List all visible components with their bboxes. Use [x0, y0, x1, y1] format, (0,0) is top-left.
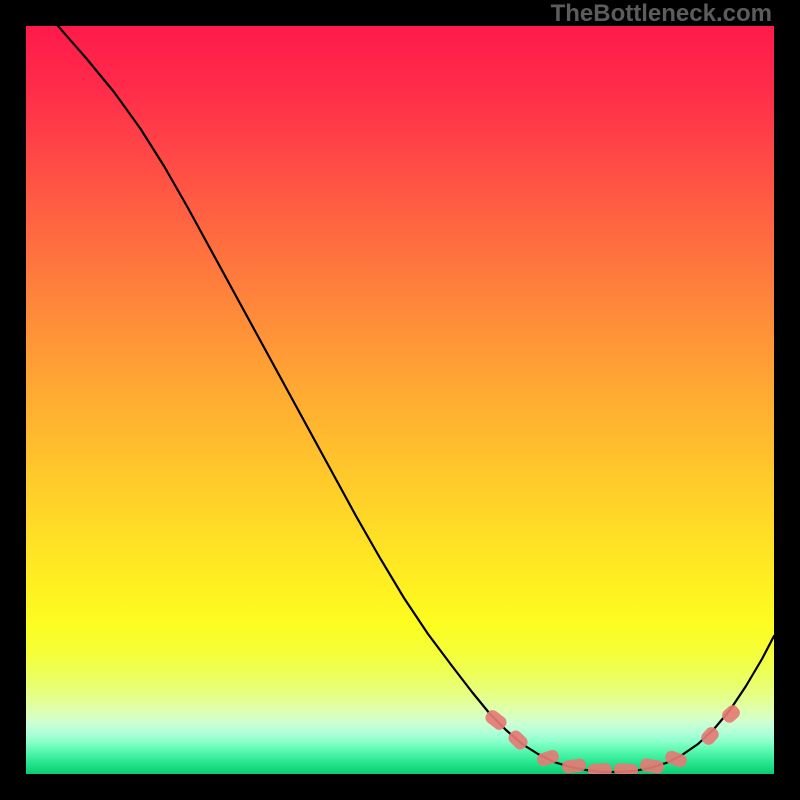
- bottleneck-curve: [58, 26, 774, 772]
- watermark-text: TheBottleneck.com: [551, 0, 772, 28]
- curve-marker: [699, 725, 721, 748]
- curve-marker: [614, 763, 639, 774]
- chart-svg: [26, 26, 774, 774]
- curve-marker: [561, 758, 587, 774]
- curve-marker: [720, 703, 743, 725]
- curve-marker: [506, 728, 530, 752]
- plot-area: [26, 26, 774, 774]
- curve-marker: [639, 758, 665, 774]
- curve-marker: [588, 763, 612, 774]
- curve-marker: [536, 748, 561, 767]
- curve-markers-group: [483, 703, 742, 774]
